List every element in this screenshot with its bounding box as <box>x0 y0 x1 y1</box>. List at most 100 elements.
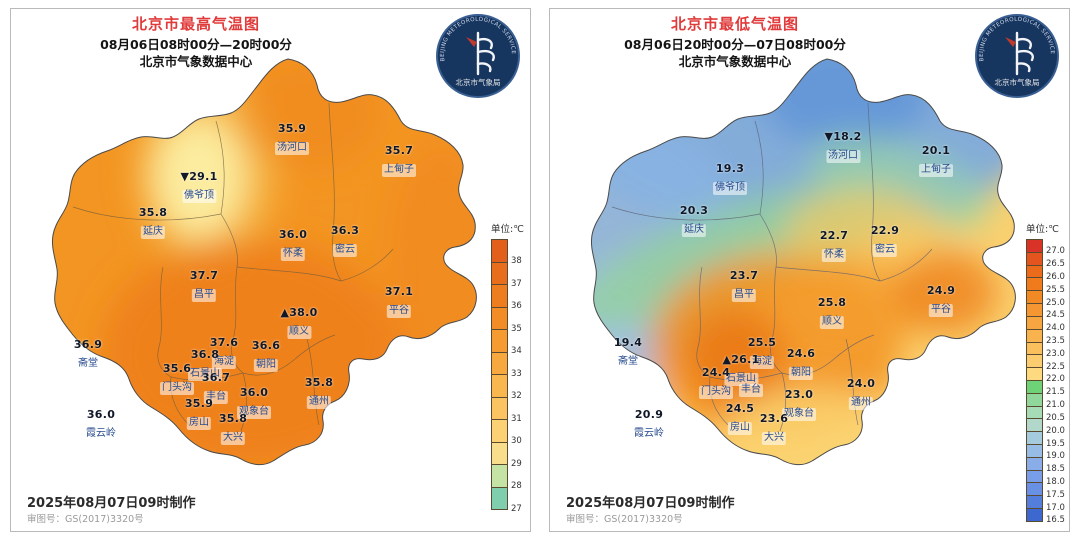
station-label: 24.5 房山 <box>726 402 754 435</box>
vane-pointer-icon <box>466 37 477 47</box>
station-label: 35.7 上甸子 <box>382 144 416 177</box>
station-temperature: 25.8 <box>817 296 847 309</box>
legend-segment: 17.0 <box>1026 496 1065 512</box>
station-label: ▼29.1 佛爷顶 <box>180 170 218 203</box>
station-temperature: 20.3 <box>679 204 709 217</box>
legend-bar: 27.0 26.5 26.0 25.5 25.0 24.5 24.0 23.5 23.0 22.5… <box>1026 239 1065 524</box>
station-temperature: 19.3 <box>715 162 745 175</box>
map-footer: 2025年08月07日09时制作 审图号：GS(2017)3320号 <box>566 496 734 525</box>
legend-segment: 31 <box>491 397 522 423</box>
station-temperature: 35.8 <box>304 376 334 389</box>
station-temperature: 20.9 <box>634 408 664 421</box>
station-temperature: 23.7 <box>729 269 759 282</box>
legend-segment: 32 <box>491 375 522 400</box>
station-temperature: 36.0 <box>278 228 308 241</box>
city-outline <box>52 58 477 466</box>
station-label: 36.8 石景山 <box>188 348 222 381</box>
station-label: 37.1 平谷 <box>385 285 413 318</box>
station-label: 24.6 朝阳 <box>787 347 815 380</box>
station-name: 丰台 <box>739 384 763 397</box>
legend-segment: 16.5 <box>1026 509 1065 524</box>
station-name: 丰台 <box>204 391 228 404</box>
legend-segment: 19.0 <box>1026 445 1065 460</box>
station-label: 20.1 上甸子 <box>919 144 953 177</box>
station-name: 石景山 <box>723 373 758 386</box>
station-temperature: 36.3 <box>330 224 360 237</box>
station-label: 23.7 昌平 <box>729 269 759 302</box>
logo-bottom-text: 北京市气象局 <box>995 77 1040 87</box>
station-label: 36.0 观象台 <box>237 386 271 419</box>
station-label: ▲26.1 石景山 <box>722 353 760 386</box>
beijing-map <box>52 58 477 466</box>
station-label: 35.8 大兴 <box>218 412 248 445</box>
station-temperature: ▲26.1 <box>722 353 760 366</box>
legend-unit-label: 单位:℃ <box>1026 224 1059 235</box>
vane-pointer-icon <box>1005 37 1016 47</box>
map-title: 北京市最高气温图 <box>131 15 260 33</box>
legend-segment: 26.5 <box>1026 252 1065 268</box>
station-name: 密云 <box>873 244 897 257</box>
station-label: 37.7 昌平 <box>189 269 219 302</box>
station-label: 19.4 斋堂 <box>614 336 642 369</box>
station-temperature: 37.6 <box>209 336 239 349</box>
beijing-map <box>591 58 1016 466</box>
map-source: 北京市气象数据中心 <box>139 54 253 70</box>
station-layer: ▼18.2 汤河口 20.1 上甸子 19.3 佛爷顶 20.3 延庆 22.7 怀柔 22.9 密云… <box>550 9 1069 531</box>
station-label: 37.6 海淀 <box>209 336 239 369</box>
station-label: 35.8 延庆 <box>139 206 167 239</box>
station-label: 25.8 顺义 <box>817 296 847 329</box>
city-outline <box>591 58 1016 466</box>
legend-segment: 33 <box>491 352 522 378</box>
station-name: 霞云岭 <box>84 428 118 441</box>
station-label: 19.3 佛爷顶 <box>713 162 747 195</box>
legend-segment: 38 <box>491 239 522 265</box>
station-name: 平谷 <box>929 304 953 317</box>
station-label: ▲38.0 顺义 <box>280 306 317 339</box>
station-temperature: 36.0 <box>239 386 269 399</box>
legend-segment: 22.0 <box>1026 368 1065 383</box>
station-name: 汤河口 <box>825 150 860 163</box>
station-name: 怀柔 <box>281 248 305 261</box>
wind-vane-icon <box>1015 31 1034 76</box>
station-label: 22.9 密云 <box>871 224 899 257</box>
station-name: 通州 <box>307 396 331 409</box>
station-temperature: ▼29.1 <box>180 170 218 183</box>
station-temperature: 24.4 <box>701 366 731 379</box>
legend-segment: 20.0 <box>1026 419 1065 435</box>
legend-segment: 24.5 <box>1026 304 1065 319</box>
station-name: 上甸子 <box>919 164 953 177</box>
temperature-legend: 单位:℃ 27.0 26.5 26.0 25.5 25.0 24.5 24.0 23.5 23.… <box>1026 221 1065 524</box>
legend-bar: 38 37 36 35 34 33 32 31 30 29 28 27 <box>491 239 522 513</box>
station-temperature: ▼18.2 <box>824 130 862 143</box>
station-temperature: 20.1 <box>921 144 951 157</box>
station-name: 怀柔 <box>822 249 846 262</box>
station-name: 平谷 <box>387 305 411 318</box>
station-temperature: 23.6 <box>759 412 789 425</box>
station-temperature: 35.9 <box>184 397 214 410</box>
station-temperature: 37.7 <box>189 269 219 282</box>
map-title: 北京市最低气温图 <box>670 15 799 33</box>
legend-segment: 25.0 <box>1026 291 1065 307</box>
station-name: 石景山 <box>188 368 222 381</box>
station-temperature: 35.8 <box>218 412 248 425</box>
station-name: 佛爷顶 <box>713 182 747 195</box>
station-label: 36.0 霞云岭 <box>84 408 118 441</box>
legend-segment: 26.0 <box>1026 265 1065 281</box>
station-temperature: 35.9 <box>277 122 307 135</box>
station-name: 观象台 <box>237 406 271 419</box>
legend-segment: 22.5 <box>1026 355 1065 371</box>
station-label: 35.9 汤河口 <box>275 122 309 155</box>
station-label: 25.5 海淀 <box>748 336 776 369</box>
station-name: 门头沟 <box>160 382 194 395</box>
station-label: ▼18.2 汤河口 <box>824 130 862 163</box>
map-header: 北京市最低气温图 08月06日20时00分—07日08时00分 北京市气象数据中… <box>550 15 920 70</box>
legend-segment: 29 <box>491 442 522 468</box>
station-label: 35.6 门头沟 <box>160 362 194 395</box>
legend-segment: 25.5 <box>1026 278 1065 294</box>
station-label: 36.3 密云 <box>330 224 360 257</box>
station-temperature: 36.7 <box>201 371 231 384</box>
footer-approval: 审图号：GS(2017)3320号 <box>27 513 144 525</box>
legend-segment: 30 <box>491 420 522 445</box>
wind-vane-icon <box>476 31 495 76</box>
legend-segment: 36 <box>491 285 522 310</box>
